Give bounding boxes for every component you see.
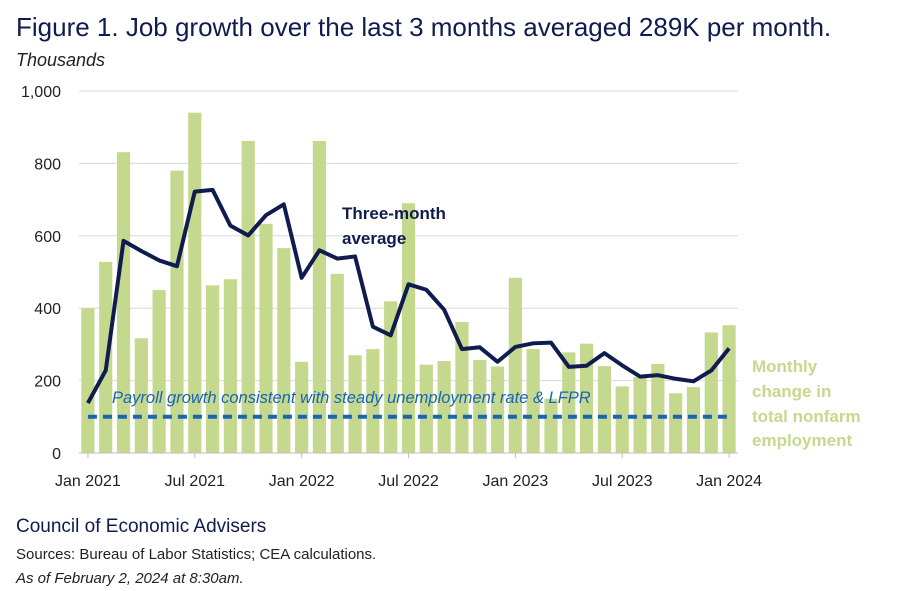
- bar: [241, 140, 255, 453]
- bar: [544, 398, 558, 453]
- bar: [419, 364, 433, 453]
- bar: [669, 393, 683, 453]
- annotation-layer: Three-month average Payroll growth consi…: [112, 204, 861, 450]
- bar: [651, 363, 665, 453]
- bar: [580, 343, 594, 453]
- bar: [562, 352, 576, 453]
- bar: [81, 308, 95, 453]
- bar-series-label-line2: change in: [752, 382, 831, 401]
- bar: [437, 361, 451, 453]
- x-tick-label: Jul 2021: [165, 473, 226, 490]
- bar: [348, 355, 362, 453]
- bar: [704, 332, 718, 453]
- line-layer: [86, 187, 731, 405]
- bar: [223, 279, 237, 453]
- footer-sources: Sources: Bureau of Labor Statistics; CEA…: [16, 546, 377, 563]
- axis-layer: 0 200 400 600 800 1,000 Jan 2021 Jul 2021 Jan 20…: [21, 84, 762, 490]
- bar: [259, 223, 273, 453]
- bar: [686, 387, 701, 453]
- bar: [295, 361, 309, 453]
- footer-as-of-date: As of February 2, 2024 at 8:30am.: [16, 570, 244, 587]
- bar: [116, 152, 131, 454]
- bar: [134, 338, 148, 453]
- x-tick-label: Jan 2023: [482, 473, 548, 490]
- bar: [508, 277, 522, 453]
- line-series-label-line2: average: [342, 229, 406, 248]
- bar-series-label-line3: total nonfarm: [752, 407, 861, 426]
- bar: [455, 321, 469, 453]
- footer-organization: Council of Economic Advisers: [16, 516, 267, 537]
- y-tick-label: 200: [34, 374, 61, 391]
- y-axis-units-label: Thousands: [16, 50, 106, 70]
- bar: [597, 366, 612, 453]
- x-tick-label: Jul 2023: [592, 473, 653, 490]
- bar-series-label-line4: employment: [752, 431, 852, 450]
- dashed-series-label: Payroll growth consistent with steady un…: [112, 389, 591, 407]
- bar: [615, 386, 629, 453]
- bar: [152, 290, 166, 453]
- chart-svg: 0 200 400 600 800 1,000 Jan 2021 Jul 2021 Jan 20…: [21, 84, 861, 490]
- y-tick-label: 400: [34, 301, 61, 318]
- bar: [633, 376, 647, 453]
- bar: [526, 349, 540, 453]
- bar: [490, 366, 505, 453]
- x-tick-label: Jan 2022: [269, 473, 335, 490]
- bar: [170, 170, 184, 453]
- bar: [312, 140, 327, 453]
- y-tick-label: 600: [34, 229, 61, 246]
- x-tick-label: Jan 2024: [696, 473, 762, 490]
- x-tick-label: Jan 2021: [55, 473, 121, 490]
- y-tick-label: 1,000: [21, 84, 61, 101]
- bar: [401, 203, 416, 453]
- bar: [473, 359, 487, 453]
- y-tick-label: 0: [52, 446, 61, 463]
- bar: [722, 325, 736, 453]
- bar: [277, 248, 291, 453]
- bar: [366, 349, 380, 453]
- chart-title: Figure 1. Job growth over the last 3 mon…: [16, 12, 832, 42]
- three-month-average-line: [86, 187, 731, 405]
- y-tick-label: 800: [34, 156, 61, 173]
- line-series-label-line1: Three-month: [342, 204, 446, 223]
- bar-series-label-line1: Monthly: [752, 357, 818, 376]
- x-tick-label: Jul 2022: [378, 473, 439, 490]
- bar: [330, 273, 344, 453]
- bar: [205, 285, 220, 453]
